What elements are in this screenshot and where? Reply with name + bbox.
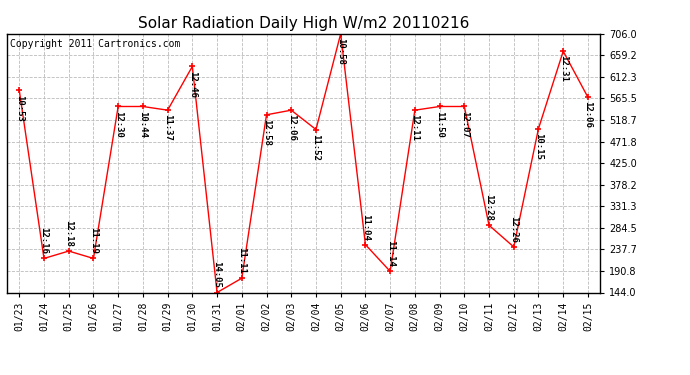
Text: 12:30: 12:30 (114, 111, 123, 138)
Text: 11:52: 11:52 (311, 134, 320, 160)
Text: 12:58: 12:58 (262, 119, 271, 146)
Text: 10:58: 10:58 (336, 38, 345, 65)
Text: 12:06: 12:06 (287, 114, 296, 141)
Text: 12:26: 12:26 (509, 216, 518, 243)
Text: 12:16: 12:16 (39, 227, 48, 254)
Text: 11:37: 11:37 (163, 114, 172, 141)
Text: 12:06: 12:06 (584, 102, 593, 128)
Text: 11:50: 11:50 (435, 111, 444, 138)
Text: 10:15: 10:15 (534, 133, 543, 160)
Text: 10:53: 10:53 (14, 94, 23, 122)
Text: 10:44: 10:44 (139, 111, 148, 138)
Text: 12:07: 12:07 (460, 111, 469, 138)
Text: Copyright 2011 Cartronics.com: Copyright 2011 Cartronics.com (10, 39, 180, 49)
Text: 12:18: 12:18 (64, 220, 73, 247)
Text: 12:46: 12:46 (188, 70, 197, 98)
Text: 11:19: 11:19 (89, 227, 98, 254)
Title: Solar Radiation Daily High W/m2 20110216: Solar Radiation Daily High W/m2 20110216 (138, 16, 469, 31)
Text: 12:28: 12:28 (484, 194, 493, 221)
Text: 12:11: 12:11 (411, 114, 420, 141)
Text: 12:31: 12:31 (559, 56, 568, 82)
Text: 14:05: 14:05 (213, 261, 221, 288)
Text: 11:14: 11:14 (386, 240, 395, 267)
Text: 11:11: 11:11 (237, 247, 246, 274)
Text: 11:04: 11:04 (361, 214, 370, 240)
